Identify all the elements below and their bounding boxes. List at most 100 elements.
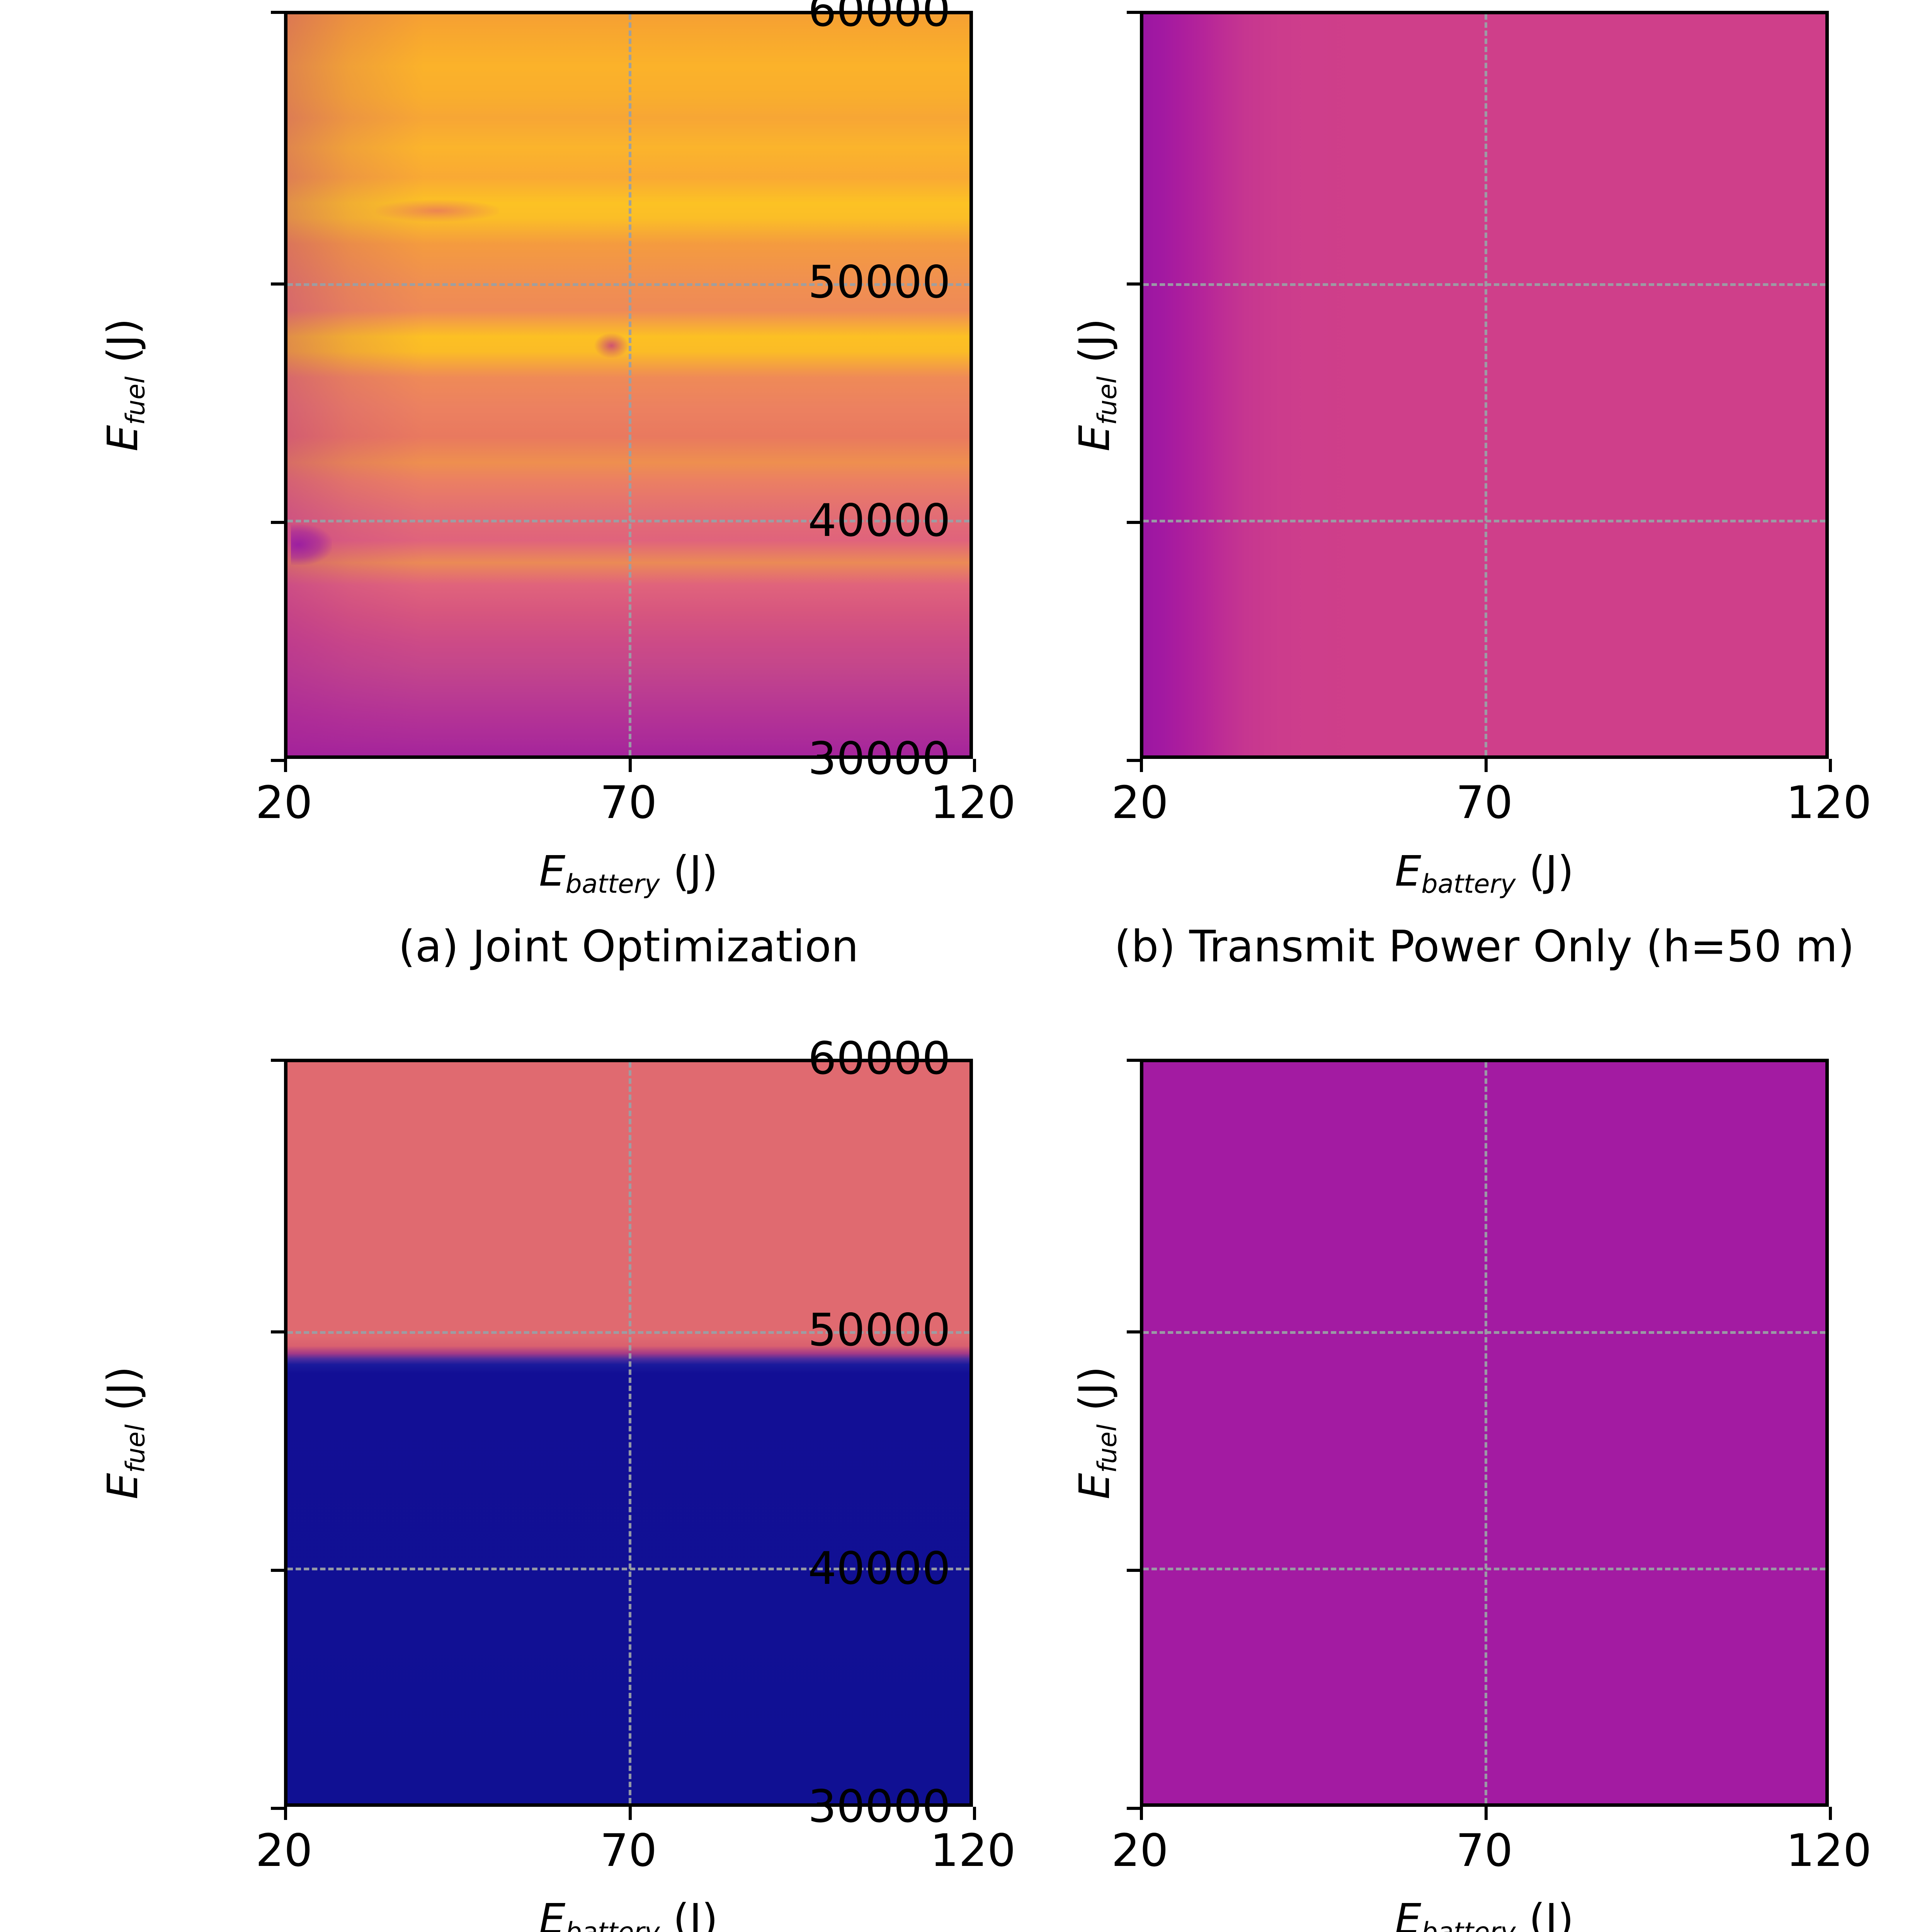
tick-y-50000 bbox=[271, 1330, 284, 1333]
x-axis-subscript: battery bbox=[1421, 1917, 1516, 1932]
tick-y-50000 bbox=[1127, 282, 1140, 286]
xlabel-120: 120 bbox=[1786, 1825, 1872, 1877]
tick-x-20 bbox=[284, 759, 287, 772]
ylabel-60000: 60000 bbox=[808, 0, 951, 37]
x-axis-title-b: Ebattery (J) bbox=[1395, 851, 1574, 897]
gridline-x-70 bbox=[628, 1062, 631, 1803]
panel-d-overlays bbox=[287, 1062, 969, 1803]
y-axis-title-b: Efuel (J) bbox=[1071, 252, 1122, 452]
y-axis-subscript: fuel bbox=[1092, 376, 1122, 425]
ylabel-30000: 30000 bbox=[808, 733, 951, 785]
tick-y-30000 bbox=[271, 1807, 284, 1810]
tick-y-50000 bbox=[1127, 1330, 1140, 1333]
tick-x-20 bbox=[284, 1807, 287, 1820]
x-axis-unit: (J) bbox=[660, 847, 718, 896]
panel-e: 20 70 120 Ebattery (J) Efuel (J) (e) h=5… bbox=[1071, 1059, 1872, 1932]
gridline-x-70 bbox=[1484, 1062, 1487, 1803]
xlabel-20: 20 bbox=[1111, 777, 1168, 829]
x-axis-symbol: E bbox=[1395, 847, 1422, 896]
tick-x-20 bbox=[1140, 1807, 1143, 1820]
caption-a: (a) Joint Optimization bbox=[398, 922, 859, 972]
panel-a-notch-mid bbox=[594, 333, 629, 358]
xlabel-70: 70 bbox=[1456, 777, 1513, 829]
y-axis-title-d: Efuel (J) bbox=[99, 1299, 151, 1500]
tick-y-60000 bbox=[1127, 1059, 1140, 1062]
xlabel-20: 20 bbox=[1111, 1825, 1168, 1877]
panel-d: 60000 50000 40000 30000 20 70 120 Ebatte… bbox=[99, 1036, 1016, 1932]
panel-b: 20 70 120 Ebattery (J) Efuel (J) (b) Tra… bbox=[1071, 11, 1872, 968]
ylabel-40000: 40000 bbox=[808, 495, 951, 547]
x-axis-subscript: battery bbox=[1421, 869, 1516, 899]
y-axis-symbol: E bbox=[99, 425, 147, 452]
tick-y-40000 bbox=[1127, 521, 1140, 524]
xlabel-70: 70 bbox=[600, 777, 657, 829]
tick-x-20 bbox=[1140, 759, 1143, 772]
x-axis-symbol: E bbox=[539, 847, 566, 896]
y-axis-unit: (J) bbox=[1927, 1366, 1932, 1411]
panel-a-notch-upper bbox=[376, 199, 499, 222]
xlabel-120: 120 bbox=[1786, 777, 1872, 829]
y-axis-title-a: Efuel (J) bbox=[99, 252, 151, 452]
xlabel-120: 120 bbox=[930, 777, 1016, 829]
x-axis-subscript: battery bbox=[565, 869, 660, 899]
x-axis-title-d: Ebattery (J) bbox=[539, 1899, 718, 1932]
ylabel-50000: 50000 bbox=[808, 1304, 951, 1356]
y-axis-symbol: E bbox=[1927, 1473, 1932, 1499]
ylabel-50000: 50000 bbox=[808, 256, 951, 308]
xlabel-20: 20 bbox=[255, 1825, 313, 1877]
tick-y-50000 bbox=[271, 282, 284, 286]
ylabel-30000: 30000 bbox=[808, 1781, 951, 1833]
x-axis-subscript: battery bbox=[565, 1917, 660, 1932]
y-axis-symbol: E bbox=[1927, 425, 1932, 451]
y-axis-title-e: Efuel (J) bbox=[1071, 1299, 1122, 1500]
y-axis-subscript: fuel bbox=[1092, 1424, 1122, 1473]
panel-a-low-prob-pocket bbox=[291, 524, 332, 565]
x-axis-unit: (J) bbox=[1515, 1895, 1574, 1932]
y-axis-unit: (J) bbox=[99, 318, 147, 377]
tick-x-70 bbox=[1484, 1807, 1488, 1820]
x-axis-unit: (J) bbox=[1515, 847, 1574, 896]
tick-y-40000 bbox=[271, 521, 284, 524]
caption-b: (b) Transmit Power Only (h=50 m) bbox=[1114, 922, 1855, 972]
tick-y-30000 bbox=[271, 759, 284, 762]
tick-y-60000 bbox=[271, 1059, 284, 1062]
tick-x-120 bbox=[973, 759, 976, 772]
y-axis-symbol: E bbox=[99, 1473, 147, 1500]
tick-x-120 bbox=[1829, 759, 1832, 772]
gridline-x-70 bbox=[628, 14, 631, 755]
y-axis-title-f: Efuel (J) bbox=[1927, 1299, 1932, 1500]
xlabel-70: 70 bbox=[600, 1825, 657, 1877]
y-axis-title-c: Efuel (J) bbox=[1927, 252, 1932, 452]
panel-e-axes bbox=[1140, 1059, 1829, 1807]
y-axis-unit: (J) bbox=[1071, 1366, 1119, 1425]
y-axis-subscript: fuel bbox=[120, 376, 151, 425]
x-axis-symbol: E bbox=[539, 1895, 566, 1932]
tick-y-30000 bbox=[1127, 1807, 1140, 1810]
xlabel-120: 120 bbox=[930, 1825, 1016, 1877]
y-axis-subscript: fuel bbox=[120, 1424, 151, 1473]
y-axis-symbol: E bbox=[1071, 1473, 1119, 1500]
x-axis-unit: (J) bbox=[660, 1895, 718, 1932]
tick-x-120 bbox=[973, 1807, 976, 1820]
panel-d-axes bbox=[284, 1059, 973, 1807]
panel-a-overlays bbox=[287, 14, 969, 755]
x-axis-title-e: Ebattery (J) bbox=[1395, 1899, 1574, 1932]
panel-a: 60000 50000 40000 30000 20 70 120 Ebatte… bbox=[99, 0, 1016, 968]
panel-a-axes bbox=[284, 11, 973, 759]
panel-b-axes bbox=[1140, 11, 1829, 759]
y-axis-unit: (J) bbox=[1071, 318, 1119, 377]
tick-y-60000 bbox=[271, 11, 284, 14]
panel-b-overlays bbox=[1143, 14, 1825, 755]
tick-x-70 bbox=[628, 759, 632, 772]
tick-y-60000 bbox=[1127, 11, 1140, 14]
xlabel-70: 70 bbox=[1456, 1825, 1513, 1877]
tick-y-40000 bbox=[1127, 1569, 1140, 1572]
y-axis-unit: (J) bbox=[1927, 318, 1932, 363]
ylabel-40000: 40000 bbox=[808, 1543, 951, 1595]
x-axis-title-a: Ebattery (J) bbox=[539, 851, 718, 897]
tick-y-30000 bbox=[1127, 759, 1140, 762]
tick-x-70 bbox=[1484, 759, 1488, 772]
gridline-x-70 bbox=[1484, 14, 1487, 755]
tick-y-40000 bbox=[271, 1569, 284, 1572]
tick-x-70 bbox=[628, 1807, 632, 1820]
